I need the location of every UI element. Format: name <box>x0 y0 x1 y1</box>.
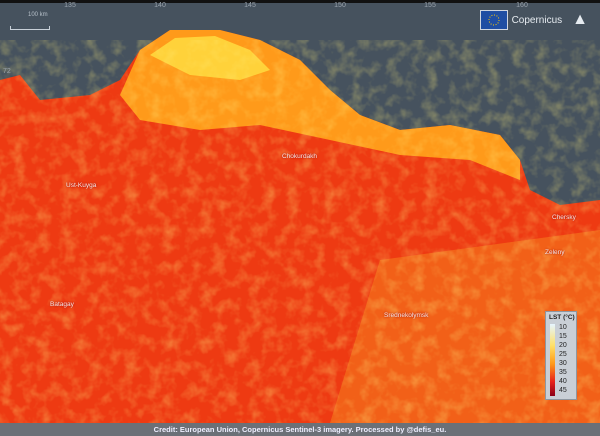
legend-value: 15 <box>559 333 567 340</box>
city-label: Ust-Kuyga <box>66 182 97 189</box>
legend-value: 30 <box>559 360 567 367</box>
legend-colorbar <box>550 324 555 396</box>
lat-tick: 72 <box>3 68 11 75</box>
logos: Copernicus ▲ <box>479 10 588 30</box>
city-label: Srednekolymsk <box>384 312 429 319</box>
legend-value: 45 <box>559 387 567 394</box>
city-label: Chersky <box>552 214 576 221</box>
city-label: Batagay <box>50 301 74 308</box>
scale-label: 100 km <box>28 12 48 18</box>
map-frame <box>0 0 600 3</box>
legend-value: 20 <box>559 342 567 349</box>
legend-value: 40 <box>559 378 567 385</box>
lon-tick: 140 <box>154 2 166 9</box>
copernicus-logo: Copernicus <box>511 14 563 26</box>
credit-line: Credit: European Union, Copernicus Senti… <box>0 423 600 436</box>
legend-value: 35 <box>559 369 567 376</box>
lon-tick: 135 <box>64 2 76 9</box>
lon-tick: 160 <box>516 2 528 9</box>
eu-flag-icon <box>479 10 508 30</box>
legend-title: LST (°C) <box>549 314 575 321</box>
city-label: Chokurdakh <box>282 153 318 160</box>
city-label: Zeleny <box>545 249 565 256</box>
legend-value: 10 <box>559 324 567 331</box>
north-arrow-icon: ▲ <box>572 11 588 28</box>
lon-tick: 145 <box>244 2 256 9</box>
scale-bar <box>10 26 50 30</box>
lon-tick: 155 <box>424 2 436 9</box>
lon-tick: 150 <box>334 2 346 9</box>
temperature-legend: LST (°C) 10 15 20 25 30 35 40 45 <box>545 311 577 400</box>
legend-value: 25 <box>559 351 567 358</box>
